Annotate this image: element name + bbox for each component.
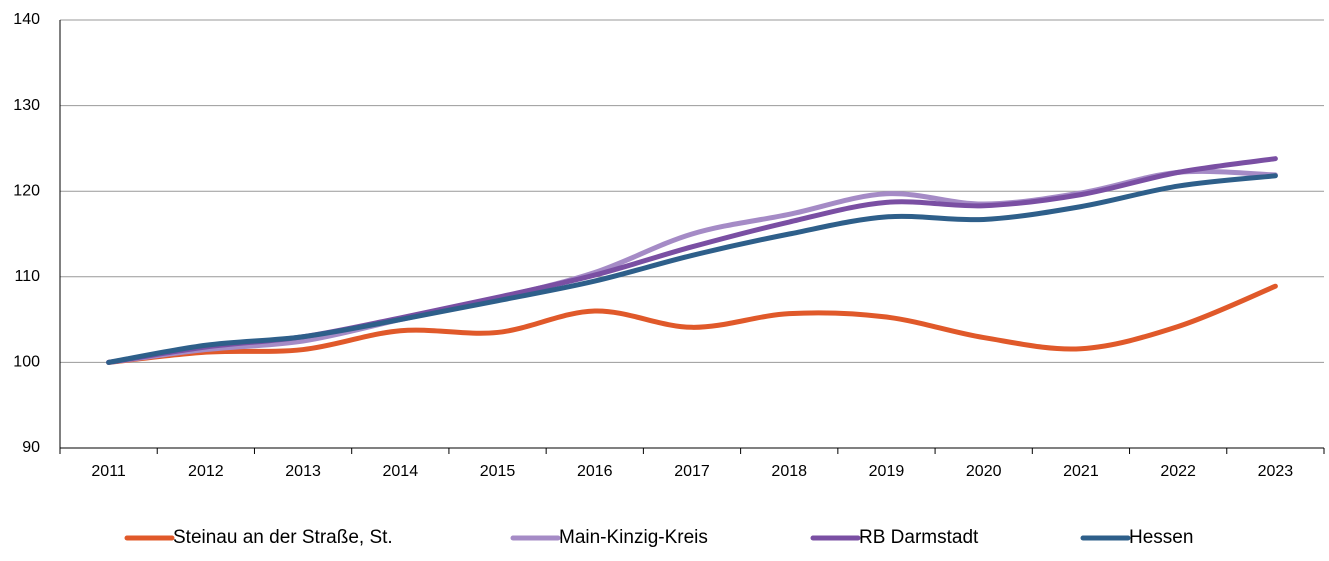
x-tick-label: 2012 xyxy=(188,463,224,480)
legend-label: Hessen xyxy=(1129,527,1193,548)
legend-label: Steinau an der Straße, St. xyxy=(173,527,393,548)
x-tick-label: 2021 xyxy=(1063,463,1099,480)
y-tick-label: 90 xyxy=(22,439,40,456)
x-tick-label: 2013 xyxy=(285,463,321,480)
x-tick-label: 2014 xyxy=(383,463,419,480)
x-tick-label: 2016 xyxy=(577,463,613,480)
y-tick-label: 110 xyxy=(14,268,40,285)
y-tick-label: 100 xyxy=(13,354,40,371)
series-line xyxy=(106,168,1278,365)
x-tick-label: 2019 xyxy=(869,463,905,480)
x-tick-label: 2020 xyxy=(966,463,1002,480)
x-tick-label: 2023 xyxy=(1258,463,1294,480)
legend-label: Main-Kinzig-Kreis xyxy=(559,527,708,548)
x-tick-label: 2017 xyxy=(674,463,710,480)
series-line xyxy=(106,156,1278,365)
y-tick-label: 140 xyxy=(13,11,40,28)
x-tick-label: 2018 xyxy=(771,463,807,480)
x-tick-label: 2015 xyxy=(480,463,516,480)
x-tick-label: 2022 xyxy=(1160,463,1196,480)
y-tick-label: 130 xyxy=(13,97,40,114)
legend-label: RB Darmstadt xyxy=(859,527,979,548)
series-line xyxy=(106,173,1278,365)
series-line xyxy=(106,283,1278,365)
x-tick-label: 2011 xyxy=(91,463,126,480)
y-tick-label: 120 xyxy=(13,182,40,199)
